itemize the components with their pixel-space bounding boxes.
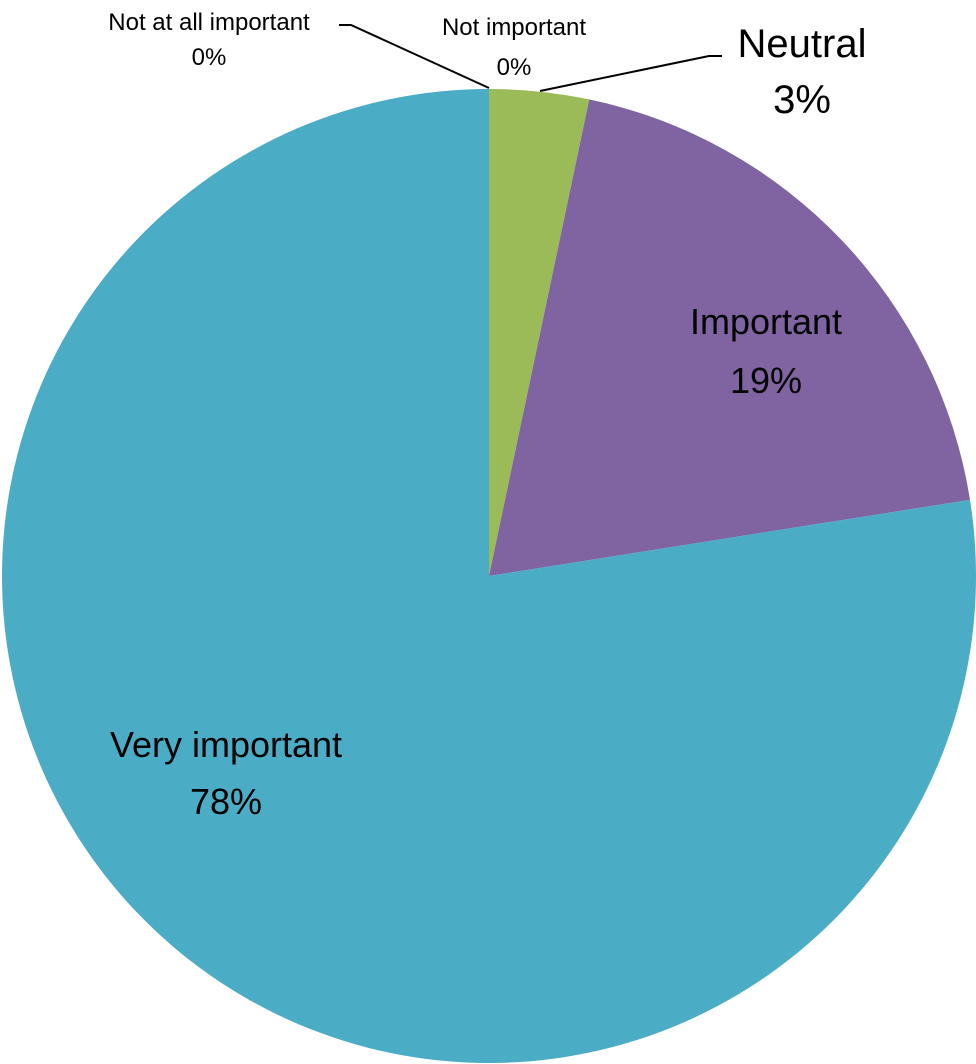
leader-line-not-at-all-important [339,24,490,89]
pie-labels: Not at all important 0% Not important 0%… [108,9,866,822]
slice-label-not-at-all-important-percent: 0% [192,44,227,71]
slice-label-not-important-percent: 0% [497,54,532,81]
slice-label-very-important-percent: 78% [190,781,262,822]
slice-label-very-important-name: Very important [110,724,342,765]
pie-slice-very-important [2,89,976,1063]
leader-lines [339,24,722,92]
slice-label-neutral-name: Neutral [738,22,867,66]
slice-label-important-percent: 19% [730,360,802,401]
slice-label-neutral-percent: 3% [773,78,831,122]
slice-label-important-name: Important [690,301,842,342]
slice-label-not-at-all-important-name: Not at all important [108,9,310,36]
leader-line-neutral [539,55,722,92]
pie-slices [2,89,976,1063]
slice-label-not-important-name: Not important [442,14,586,41]
pie-slice-neutral [489,89,590,576]
pie-slice-important [489,99,971,577]
